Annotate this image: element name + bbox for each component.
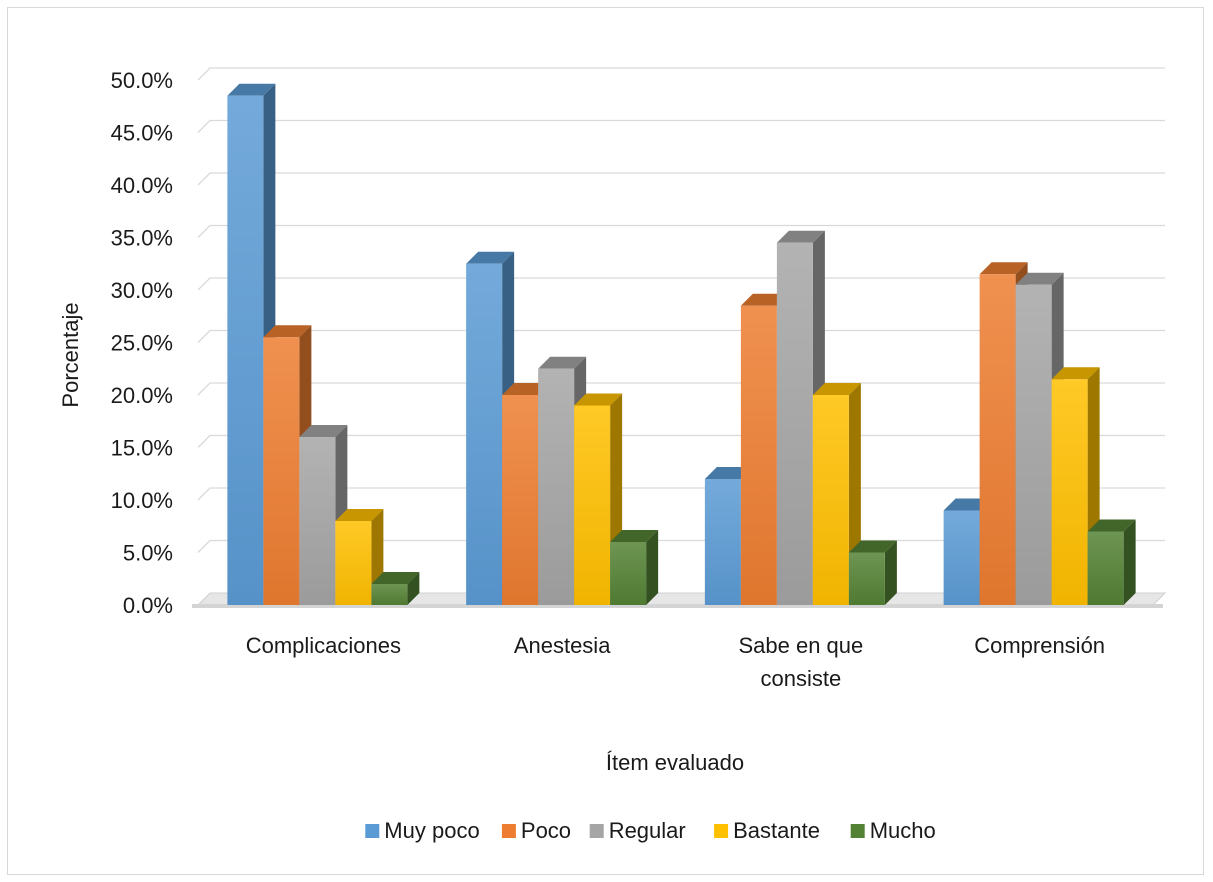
bars-layer (227, 83, 1136, 605)
legend-swatch (501, 824, 516, 838)
bar (610, 530, 659, 605)
bar (371, 572, 420, 605)
y-tick-label: 0.0% (123, 593, 173, 618)
bar-chart: 0.0% 5.0% 10.0% 15.0% 20.0% 25.0% 30.0% 35.0% 40… (58, 67, 1167, 843)
legend-item: Muy poco (365, 818, 480, 843)
bar (1087, 519, 1136, 605)
floor-shadow (192, 604, 1163, 608)
y-tick-label: 40.0% (111, 173, 173, 198)
legend-swatch (714, 824, 729, 838)
x-category-label: Sabe en que (738, 633, 863, 658)
bar (848, 540, 897, 605)
y-tick-label: 25.0% (111, 331, 173, 356)
y-tick-label: 10.0% (111, 488, 173, 513)
category-labels: Complicaciones Anestesia Sabe en que consis… (246, 633, 1105, 691)
legend-swatch (589, 824, 604, 838)
gridline (197, 172, 1165, 186)
x-axis-title: Ítem evaluado (606, 750, 744, 775)
chart-frame: 0.0% 5.0% 10.0% 15.0% 20.0% 25.0% 30.0% 35.0% 40… (7, 7, 1204, 875)
legend-item: Poco (501, 818, 571, 843)
gridline (197, 329, 1165, 343)
grid-layer (197, 67, 1165, 553)
gridline (197, 277, 1165, 291)
legend-swatch (365, 824, 380, 838)
legend-label: Muy poco (384, 818, 479, 843)
y-tick-labels: 0.0% 5.0% 10.0% 15.0% 20.0% 25.0% 30.0% 35.0% 40… (111, 68, 173, 618)
legend-label: Poco (521, 818, 571, 843)
y-tick-label: 30.0% (111, 278, 173, 303)
y-axis-title: Porcentaje (58, 302, 83, 407)
y-tick-label: 50.0% (111, 68, 173, 93)
gridline (197, 224, 1165, 238)
y-tick-label: 15.0% (111, 436, 173, 461)
x-category-label: Complicaciones (246, 633, 401, 658)
legend-item: Regular (589, 818, 686, 843)
gridline (197, 119, 1165, 133)
legend-label: Regular (609, 818, 686, 843)
legend-label: Bastante (733, 818, 820, 843)
y-tick-label: 45.0% (111, 121, 173, 146)
legend-label: Mucho (870, 818, 936, 843)
x-category-label: consiste (761, 666, 842, 691)
y-tick-label: 35.0% (111, 226, 173, 251)
x-category-label: Comprensión (974, 633, 1105, 658)
y-tick-label: 20.0% (111, 383, 173, 408)
gridline (197, 67, 1165, 81)
x-category-label: Anestesia (514, 633, 611, 658)
bar (263, 325, 312, 605)
legend-item: Mucho (850, 818, 936, 843)
y-tick-label: 5.0% (123, 541, 173, 566)
legend-swatch (850, 824, 865, 838)
legend-item: Bastante (714, 818, 820, 843)
legend: Muy poco Poco Regular Bastante Mucho (365, 818, 936, 843)
